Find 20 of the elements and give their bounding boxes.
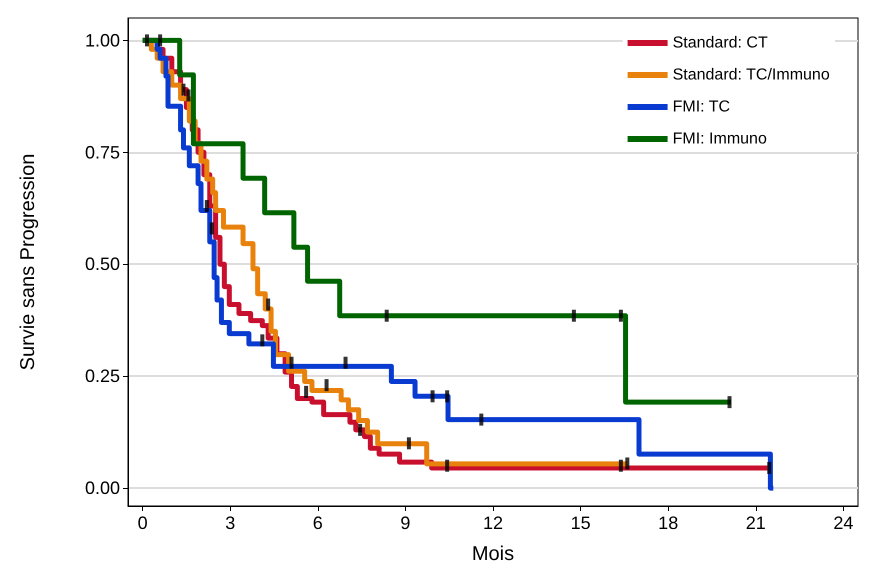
y-tick-label: 0.25 [84, 366, 120, 386]
x-tick-label: 15 [570, 513, 591, 533]
x-tick-label: 18 [658, 513, 678, 533]
y-tick-label: 0.00 [84, 478, 120, 498]
x-tick-label: 12 [482, 513, 504, 533]
legend-label: FMI: TC [672, 98, 730, 116]
x-tick-label: 0 [138, 513, 148, 533]
x-tick-label: 24 [833, 513, 854, 533]
x-tick-label: 6 [312, 513, 323, 533]
x-axis-title: Mois [472, 543, 514, 565]
x-tick-label: 3 [225, 513, 236, 533]
legend-label: Standard: CT [672, 34, 768, 52]
legend-label: FMI: Immuno [672, 130, 767, 148]
x-tick-label: 9 [400, 513, 410, 533]
legend-label: Standard: TC/Immuno [672, 66, 830, 84]
x-tick-label: 21 [746, 513, 766, 533]
y-tick-label: 0.50 [84, 254, 120, 274]
y-tick-label: 0.75 [84, 142, 120, 162]
y-tick-label: 1.00 [84, 30, 120, 50]
y-axis-title: Survie sans Progression [17, 154, 39, 370]
